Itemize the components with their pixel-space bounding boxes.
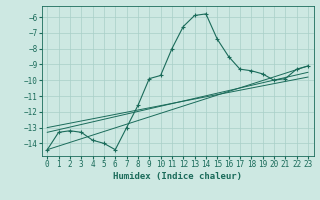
X-axis label: Humidex (Indice chaleur): Humidex (Indice chaleur) [113, 172, 242, 181]
